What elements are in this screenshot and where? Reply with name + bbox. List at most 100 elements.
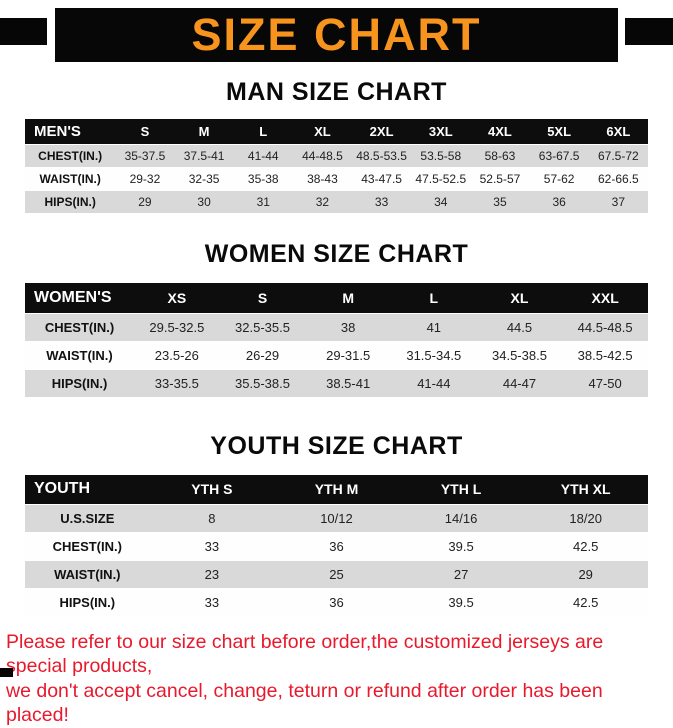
banner: SIZE CHART [55,8,618,62]
size-column-header: XS [134,282,220,314]
size-column-header: L [390,282,477,314]
size-value-cell: 35-38 [233,167,293,190]
size-value-cell: 8 [149,504,275,532]
size-value-cell: 32.5-35.5 [219,313,306,342]
size-value-cell: 39.5 [398,588,524,616]
table-title-cell: YOUTH [25,475,150,504]
size-value-cell: 30 [174,190,234,213]
size-value-cell: 47-50 [562,369,648,398]
size-column-header: 6XL [588,119,648,144]
size-value-cell: 37 [588,190,648,213]
man-size-section: MAN SIZE CHART MEN'S S M L XL 2XL 3XL 4XL 5XL 6XL… [0,78,673,214]
table-header-row: MEN'S S M L XL 2XL 3XL 4XL 5XL 6XL [25,119,648,144]
table-title-cell: WOMEN'S [25,282,135,314]
youth-size-table: YOUTH YTH S YTH M YTH L YTH XL U.S.SIZE 8 10/12… [25,475,648,617]
size-column-header: YTH S [149,475,275,504]
size-value-cell: 36 [274,588,399,616]
size-value-cell: 27 [398,560,524,588]
row-label-cell: HIPS(IN.) [25,588,150,616]
footer-note: Please refer to our size chart before or… [6,630,667,728]
size-value-cell: 14/16 [398,504,524,532]
size-value-cell: 23 [149,560,275,588]
size-value-cell: 53.5-58 [411,144,471,167]
table-row: WAIST(IN.) 29-32 32-35 35-38 38-43 43-47.5 47.… [25,167,648,190]
size-column-header: 2XL [352,119,412,144]
size-value-cell: 38-43 [292,167,353,190]
size-value-cell: 41-44 [390,369,477,398]
size-column-header: XXL [562,282,648,314]
size-value-cell: 37.5-41 [174,144,234,167]
women-size-table: WOMEN'S XS S M L XL XXL CHEST(IN.) 29.5-32.5 32.5… [25,282,648,399]
size-column-header: YTH XL [523,475,648,504]
row-label-cell: CHEST(IN.) [25,144,116,167]
size-value-cell: 44.5-48.5 [562,313,648,342]
size-value-cell: 38.5-41 [305,369,391,398]
table-row: CHEST(IN.) 33 36 39.5 42.5 [25,532,648,560]
size-value-cell: 32-35 [174,167,234,190]
table-row: HIPS(IN.) 33 36 39.5 42.5 [25,588,648,616]
size-column-header: S [115,119,175,144]
size-column-header: S [219,282,306,314]
size-value-cell: 32 [292,190,353,213]
size-column-header: XL [476,282,563,314]
size-value-cell: 29 [115,190,175,213]
size-chart-page: SIZE CHART MAN SIZE CHART MEN'S S M L XL 2XL 3… [0,8,673,726]
size-value-cell: 36 [529,190,589,213]
table-title-cell: MEN'S [25,119,116,144]
page-title: SIZE CHART [191,9,482,60]
row-label-cell: WAIST(IN.) [25,167,116,190]
size-column-header: YTH L [398,475,524,504]
size-value-cell: 26-29 [219,341,306,370]
size-value-cell: 18/20 [523,504,648,532]
row-label-cell: CHEST(IN.) [25,532,150,560]
size-value-cell: 29-32 [115,167,175,190]
size-value-cell: 38 [305,313,391,342]
row-label-cell: WAIST(IN.) [25,560,150,588]
table-row: U.S.SIZE 8 10/12 14/16 18/20 [25,504,648,532]
man-section-heading: MAN SIZE CHART [226,78,447,106]
size-column-header: 5XL [529,119,589,144]
size-value-cell: 34.5-38.5 [476,341,563,370]
size-value-cell: 44.5 [476,313,563,342]
size-value-cell: 36 [274,532,399,560]
size-value-cell: 35.5-38.5 [219,369,306,398]
table-row: WAIST(IN.) 23 25 27 29 [25,560,648,588]
size-value-cell: 35-37.5 [115,144,175,167]
size-value-cell: 41 [390,313,477,342]
size-value-cell: 48.5-53.5 [352,144,412,167]
size-value-cell: 67.5-72 [588,144,648,167]
size-value-cell: 44-47 [476,369,563,398]
size-value-cell: 31.5-34.5 [390,341,477,370]
table-row: CHEST(IN.) 35-37.5 37.5-41 41-44 44-48.5 48.5… [25,144,648,167]
table-row: HIPS(IN.) 33-35.5 35.5-38.5 38.5-41 41-44 44-… [25,369,648,398]
size-value-cell: 33-35.5 [134,369,220,398]
corner-mark-bottom-left [0,668,13,677]
size-value-cell: 29.5-32.5 [134,313,220,342]
size-value-cell: 31 [233,190,293,213]
size-column-header: 3XL [411,119,471,144]
footer-note-line-2: we don't accept cancel, change, teturn o… [6,679,603,727]
row-label-cell: HIPS(IN.) [25,369,135,398]
size-value-cell: 29 [523,560,648,588]
size-column-header: M [174,119,234,144]
size-value-cell: 43-47.5 [352,167,412,190]
size-value-cell: 38.5-42.5 [562,341,648,370]
size-value-cell: 33 [149,532,275,560]
size-value-cell: 52.5-57 [470,167,530,190]
table-header-row: WOMEN'S XS S M L XL XXL [25,282,648,314]
size-value-cell: 39.5 [398,532,524,560]
size-value-cell: 58-63 [470,144,530,167]
size-value-cell: 44-48.5 [292,144,353,167]
row-label-cell: HIPS(IN.) [25,190,116,213]
banner-corner-left [0,18,47,45]
size-value-cell: 23.5-26 [134,341,220,370]
youth-section-heading: YOUTH SIZE CHART [210,432,463,460]
women-size-section: WOMEN SIZE CHART WOMEN'S XS S M L XL XXL CHEST(… [0,240,673,399]
size-value-cell: 63-67.5 [529,144,589,167]
size-value-cell: 34 [411,190,471,213]
table-header-row: YOUTH YTH S YTH M YTH L YTH XL [25,475,648,504]
footer-note-line-1: Please refer to our size chart before or… [6,630,604,678]
table-row: WAIST(IN.) 23.5-26 26-29 29-31.5 31.5-34.5 34… [25,341,648,370]
size-value-cell: 62-66.5 [588,167,648,190]
size-value-cell: 42.5 [523,588,648,616]
